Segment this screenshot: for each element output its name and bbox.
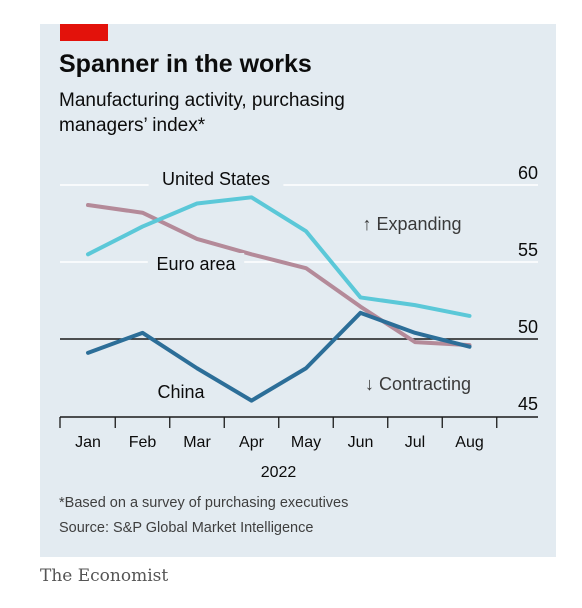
series-lines: [86, 195, 472, 403]
x-axis-year-label: 2022: [261, 464, 297, 481]
x-tick-label: Mar: [183, 434, 211, 451]
chart-panel: [40, 24, 556, 557]
gridlines: [60, 184, 538, 263]
chart-subtitle: Manufacturing activity, purchasing manag…: [59, 90, 345, 136]
y-tick-label: 50: [518, 317, 538, 337]
series-label-united-states: United States: [162, 169, 270, 189]
series-line-china: [86, 310, 472, 403]
x-tick-label: Feb: [129, 434, 157, 451]
series-line-united-states: [86, 195, 472, 318]
source-note: Source: S&P Global Market Intelligence: [59, 520, 314, 536]
x-tick-label: Aug: [455, 434, 483, 451]
x-tick-label: May: [291, 434, 321, 451]
brand-red-tag: [60, 24, 108, 41]
footnote: *Based on a survey of purchasing executi…: [59, 495, 349, 511]
series-label-background: [147, 253, 245, 275]
y-tick-label: 45: [518, 394, 538, 414]
annotation-expanding: ↑ Expanding: [362, 214, 461, 234]
publisher-logo: The Economist: [40, 566, 169, 586]
y-tick-label: 55: [518, 240, 538, 260]
series-line-euro-area: [86, 203, 472, 348]
series-label-euro-area: Euro area: [156, 254, 236, 274]
chart-title: Spanner in the works: [59, 50, 312, 78]
x-tick-label: Jan: [75, 434, 101, 451]
x-axis: [59, 416, 538, 428]
annotation-contracting: ↓ Contracting: [365, 374, 471, 394]
x-tick-label: Jul: [405, 434, 425, 451]
series-label-china: China: [157, 382, 205, 402]
series-label-background: [148, 168, 284, 190]
x-tick-label: Jun: [348, 434, 374, 451]
chart-labels: 45 50 55 60 Jan Feb Mar Apr May Jun Jul Aug 2022 Unit…: [75, 163, 538, 481]
series-label-background: [152, 381, 210, 403]
x-tick-label: Apr: [239, 434, 265, 451]
y-tick-label: 60: [518, 163, 538, 183]
